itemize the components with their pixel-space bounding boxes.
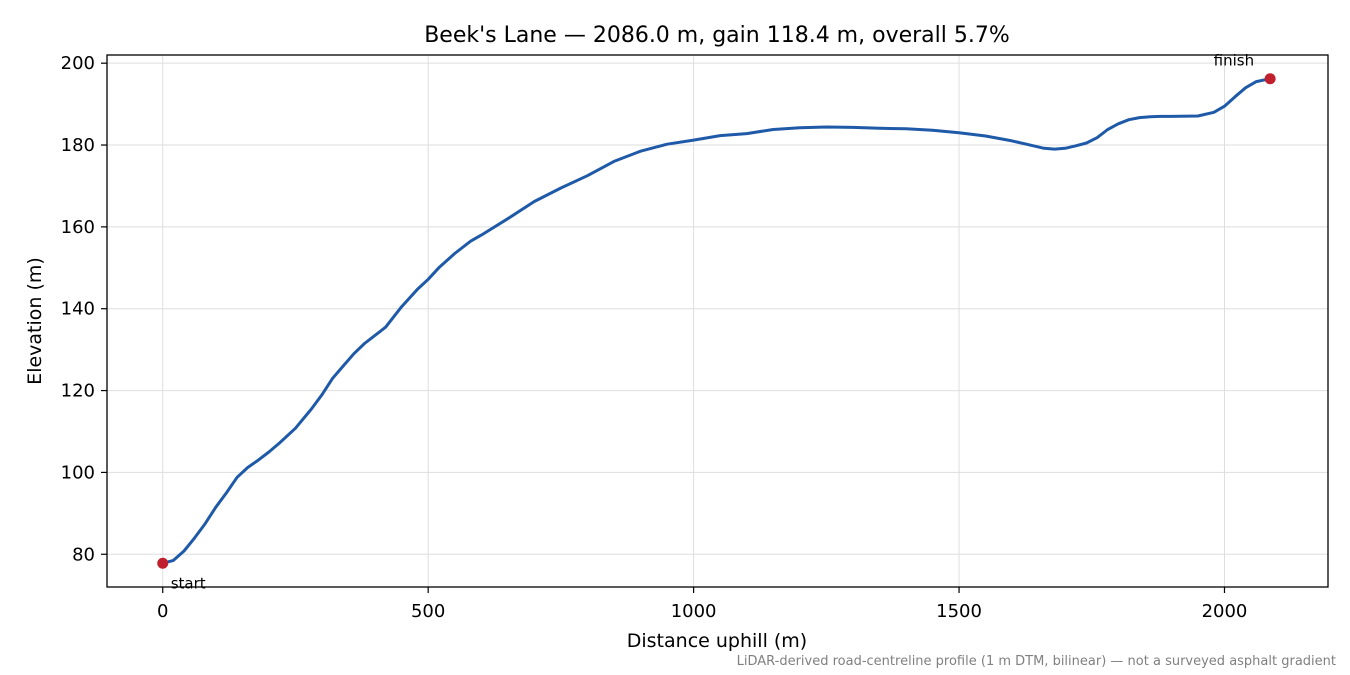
start-marker bbox=[157, 557, 169, 569]
y-axis-ticks: 80 100 120 140 160 180 200 bbox=[61, 53, 107, 565]
data-source-caption: LiDAR-derived road-centreline profile (1… bbox=[737, 654, 1336, 669]
plot-frame bbox=[106, 54, 1329, 588]
start-label: start bbox=[171, 574, 206, 592]
x-tick-label: 2000 bbox=[1202, 601, 1248, 622]
y-tick-label: 140 bbox=[61, 299, 95, 320]
y-tick-label: 200 bbox=[61, 53, 95, 74]
y-tick-label: 180 bbox=[61, 135, 95, 156]
x-tick-label: 500 bbox=[411, 601, 445, 622]
y-tick-label: 160 bbox=[61, 217, 95, 238]
x-tick-label: 0 bbox=[157, 601, 168, 622]
elevation-line bbox=[162, 77, 1271, 565]
y-axis-label: Elevation (m) bbox=[24, 257, 46, 385]
y-tick-label: 80 bbox=[72, 544, 95, 565]
x-axis-label: Distance uphill (m) bbox=[627, 630, 807, 652]
x-tick-label: 1500 bbox=[936, 601, 982, 622]
x-tick-label: 1000 bbox=[671, 601, 717, 622]
y-tick-label: 100 bbox=[61, 462, 95, 483]
grid-lines bbox=[107, 55, 1328, 587]
finish-marker bbox=[1264, 73, 1276, 85]
chart-title: Beek's Lane — 2086.0 m, gain 118.4 m, ov… bbox=[424, 23, 1010, 48]
endpoint-markers: start finish bbox=[157, 52, 1276, 592]
finish-label: finish bbox=[1214, 52, 1254, 70]
y-tick-label: 120 bbox=[61, 381, 95, 402]
x-axis-ticks: 0 500 1000 1500 2000 bbox=[157, 587, 1247, 622]
